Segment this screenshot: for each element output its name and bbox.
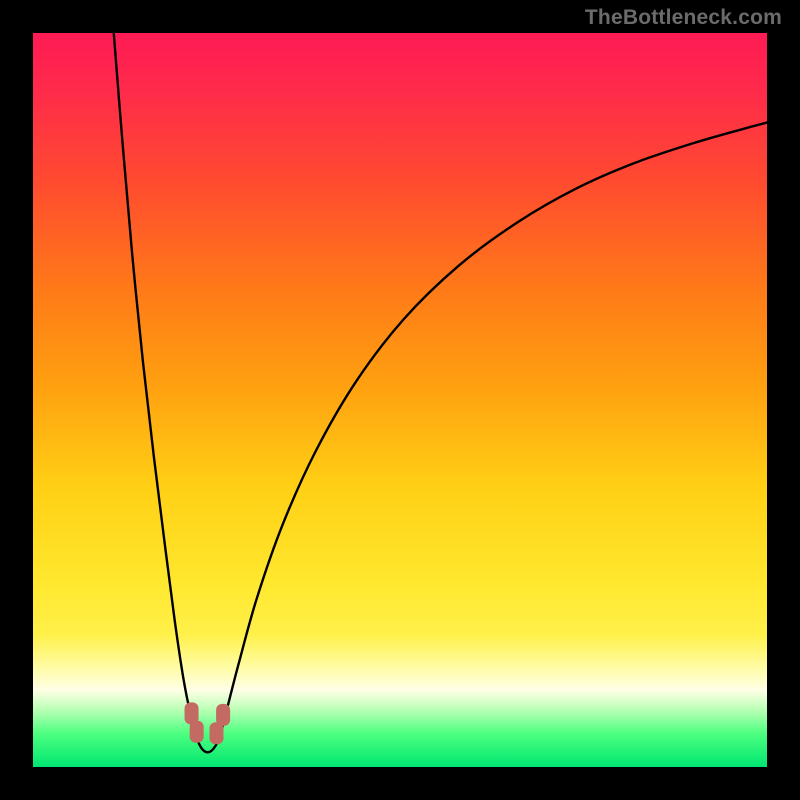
chart-container: TheBottleneck.com (0, 0, 800, 800)
bottleneck-curve-chart (0, 0, 800, 800)
marker-3 (216, 704, 230, 726)
watermark-text: TheBottleneck.com (585, 6, 782, 30)
gradient-plot-area (33, 33, 767, 767)
marker-1 (190, 721, 204, 743)
